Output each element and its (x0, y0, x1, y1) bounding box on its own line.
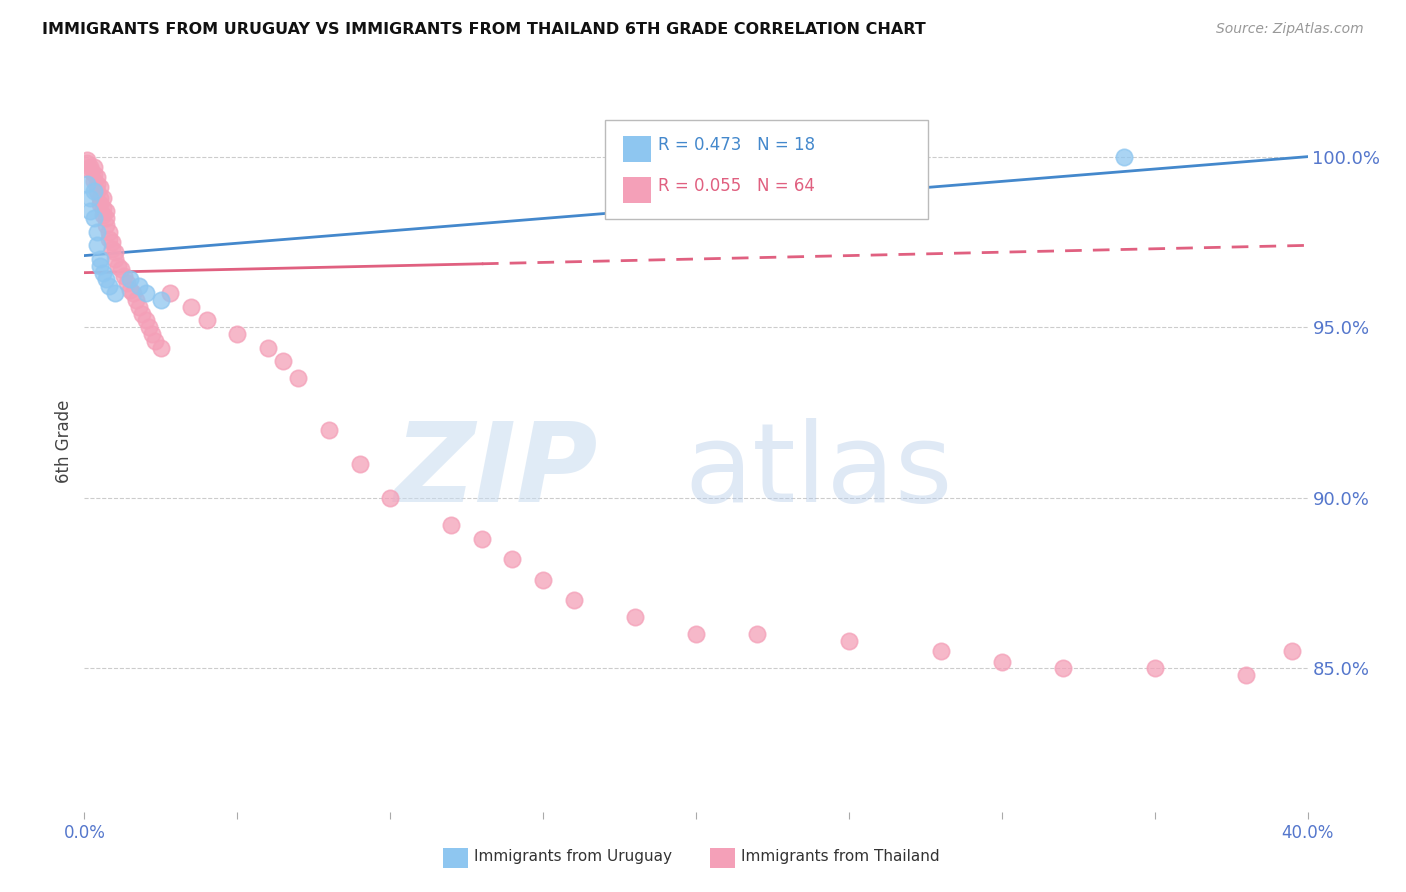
Point (79, 160, 101, 174)
Point (76, 153, 98, 167)
Point (531, 573, 554, 587)
Point (318, 423, 340, 437)
Point (838, 634, 860, 648)
Point (271, 354, 294, 368)
Point (86, 184, 108, 198)
Point (929, 644, 952, 658)
Point (257, 341, 280, 355)
Text: Immigrants from Uruguay: Immigrants from Uruguay (474, 849, 672, 864)
Point (159, 286, 181, 301)
Point (89, 180, 111, 194)
Text: ZIP: ZIP (395, 417, 598, 524)
Point (104, 245, 127, 260)
Point (141, 327, 163, 342)
Point (89, 197, 111, 211)
Text: R = 0.055   N = 64: R = 0.055 N = 64 (658, 177, 815, 194)
Text: R = 0.473   N = 18: R = 0.473 N = 18 (658, 136, 815, 153)
Point (115, 276, 138, 290)
Point (83, 167, 105, 181)
Point (1052, 661, 1074, 675)
Point (138, 320, 160, 334)
Point (349, 457, 371, 471)
Point (143, 334, 166, 348)
Point (1236, 668, 1258, 682)
Point (91, 266, 114, 280)
Point (1143, 661, 1166, 675)
Point (104, 286, 127, 301)
Point (94, 272, 117, 286)
Point (287, 371, 309, 385)
Point (380, 491, 402, 505)
Point (685, 627, 707, 641)
Point (79, 204, 101, 219)
Point (91, 208, 114, 222)
Point (97, 279, 120, 293)
Point (83, 211, 105, 225)
Point (135, 313, 157, 327)
Point (89, 252, 111, 266)
Point (89, 259, 111, 273)
Point (624, 610, 647, 624)
Point (120, 272, 142, 286)
Point (991, 655, 1014, 669)
Point (1281, 644, 1303, 658)
Point (101, 235, 124, 249)
Point (97, 231, 120, 245)
Text: Immigrants from Thailand: Immigrants from Thailand (741, 849, 939, 864)
Point (83, 184, 105, 198)
Point (91, 191, 114, 205)
Y-axis label: 6th Grade: 6th Grade (55, 400, 73, 483)
Point (104, 252, 127, 266)
Point (79, 191, 101, 205)
Point (747, 627, 769, 641)
Text: IMMIGRANTS FROM URUGUAY VS IMMIGRANTS FROM THAILAND 6TH GRADE CORRELATION CHART: IMMIGRANTS FROM URUGUAY VS IMMIGRANTS FR… (42, 22, 927, 37)
Point (149, 293, 172, 307)
Point (94, 218, 117, 232)
Point (112, 268, 135, 283)
Point (94, 211, 117, 225)
Point (86, 225, 108, 239)
Point (1114, 150, 1136, 164)
Point (76, 156, 98, 170)
Point (122, 286, 145, 301)
Point (180, 300, 202, 314)
Point (128, 300, 150, 314)
Point (86, 238, 108, 252)
Point (83, 160, 105, 174)
Point (76, 177, 98, 191)
Point (86, 170, 108, 185)
Point (110, 262, 132, 277)
Text: atlas: atlas (685, 417, 952, 524)
Point (128, 279, 150, 293)
Point (131, 307, 153, 321)
Point (86, 177, 108, 191)
Point (226, 327, 249, 342)
Point (125, 293, 148, 307)
Point (79, 163, 101, 178)
Point (502, 552, 524, 566)
Point (101, 242, 124, 256)
Point (471, 532, 494, 546)
Point (149, 341, 172, 355)
Text: Source: ZipAtlas.com: Source: ZipAtlas.com (1216, 22, 1364, 37)
Point (91, 201, 114, 215)
Point (97, 225, 120, 239)
Point (440, 518, 463, 533)
Point (135, 286, 157, 301)
Point (195, 313, 218, 327)
Point (120, 283, 142, 297)
Point (89, 191, 111, 205)
Point (83, 173, 105, 187)
Point (107, 259, 129, 273)
Point (94, 204, 117, 219)
Point (562, 593, 585, 607)
